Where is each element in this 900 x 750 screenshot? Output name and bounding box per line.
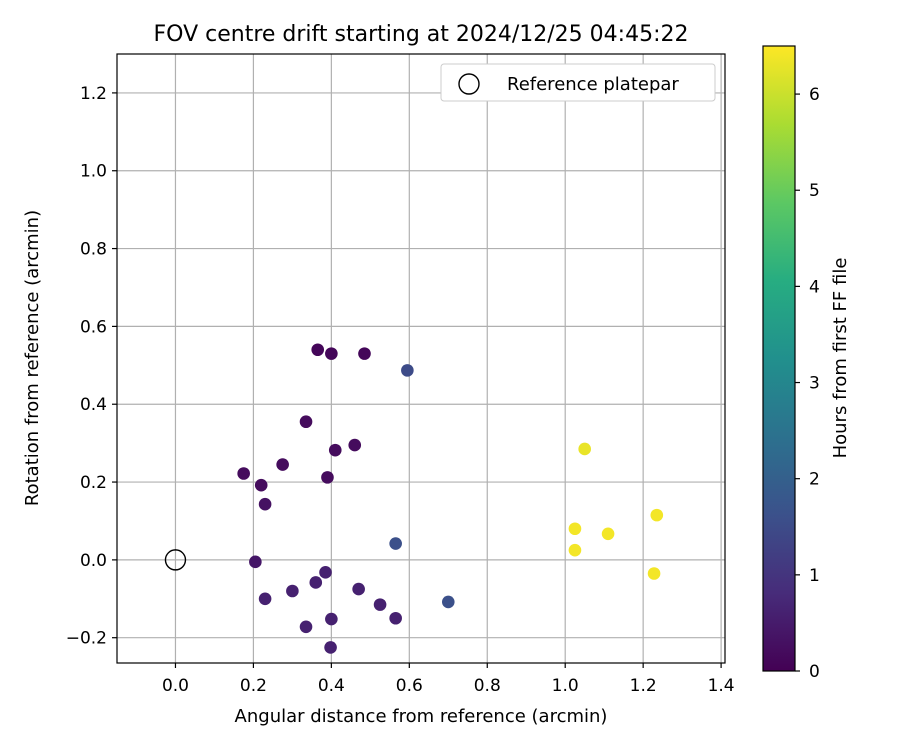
colorbar-label: Hours from first FF file [830,258,851,459]
colorbar [762,45,796,672]
data-point [568,522,582,536]
y-tick-label: 0.8 [80,240,107,260]
data-point [311,343,325,357]
y-axis-ticks: −0.2 0.0 0.2 0.4 0.6 0.8 1.0 1.2 [66,84,117,649]
chart-title: FOV centre drift starting at 2024/12/25 … [154,22,689,47]
data-point [650,508,664,522]
plot-frame [116,53,726,664]
data-point [401,364,414,377]
data-point [309,576,323,589]
x-tick-label: 1.0 [552,676,579,696]
data-point [578,442,591,456]
colorbar-tick-label: 0 [809,662,820,682]
y-tick-label: 0.4 [80,395,107,415]
x-axis-label: Angular distance from reference (arcmin) [235,706,608,727]
data-point [258,592,272,606]
grid [117,54,725,663]
x-axis-ticks: 0.0 0.2 0.4 0.6 0.8 1.0 1.2 1.4 [162,663,735,696]
legend-box [440,63,716,102]
data-point [286,584,299,598]
data-point [324,641,337,654]
data-point [601,527,615,541]
data-point [325,347,338,360]
data-point [319,566,332,579]
legend-marker-reference-platepar [458,73,480,95]
x-tick-label: 0.2 [240,676,267,696]
colorbar-tick-label: 6 [809,85,820,105]
data-point [321,471,334,484]
x-tick-label: 1.2 [630,676,657,696]
data-point [276,458,289,471]
data-point [389,537,402,550]
y-tick-label: 0.6 [80,317,107,337]
x-tick-label: 0.6 [396,676,423,696]
colorbar-tick-label: 3 [809,374,820,394]
colorbar-tick-label: 5 [809,181,820,201]
data-point [352,582,365,596]
data-point [358,347,371,360]
colorbar-tick-label: 1 [809,566,820,586]
data-point [348,438,362,452]
data-point [389,611,402,625]
y-tick-label: 0.2 [80,473,107,493]
y-tick-label: 1.0 [80,162,107,182]
data-point [249,555,262,569]
x-tick-label: 0.4 [318,676,345,696]
data-point [254,478,268,492]
data-point [328,443,342,457]
reference-platepar-marker [164,549,187,571]
y-tick-label: 0.0 [80,551,107,571]
colorbar-tick-label: 4 [809,277,820,297]
colorbar-tick-label: 2 [809,470,820,490]
data-points [164,343,664,654]
x-tick-label: 0.8 [474,676,501,696]
data-point [299,620,313,634]
colorbar-ticks: 0 1 2 3 4 5 6 [795,85,820,682]
legend: Reference platepar [440,63,716,102]
data-point [568,543,582,557]
y-axis-label: Rotation from reference (arcmin) [22,210,43,506]
data-point [237,467,250,480]
data-point [258,497,272,511]
y-tick-label: −0.2 [66,629,107,649]
data-point [299,415,313,429]
x-tick-label: 1.4 [708,676,735,696]
data-point [373,598,387,611]
data-point [441,595,455,609]
plot-area [117,54,725,663]
data-point [647,567,661,580]
legend-entry-reference-platepar: Reference platepar [507,74,679,95]
x-tick-label: 0.0 [162,676,189,696]
data-point [325,612,338,626]
y-tick-label: 1.2 [80,84,107,104]
